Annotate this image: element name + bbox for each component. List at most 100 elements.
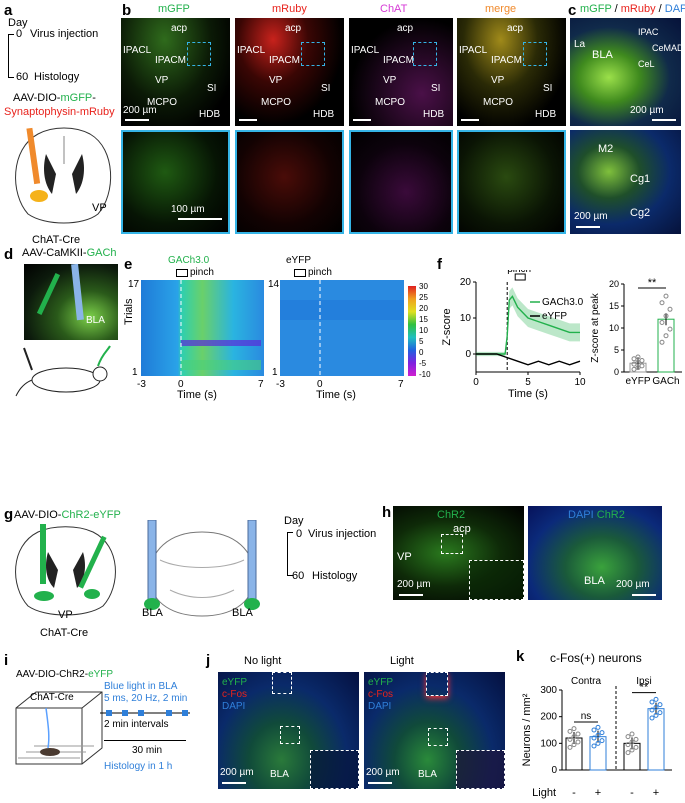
data-point <box>635 365 641 371</box>
y-tick-label: 10 <box>609 323 619 333</box>
panel-letter-c: c <box>568 2 577 19</box>
data-point <box>571 726 577 732</box>
y-tick-label: 0 <box>465 349 471 360</box>
pinch-marker <box>514 273 526 281</box>
data-point <box>595 732 601 738</box>
colorbar <box>408 286 416 376</box>
region-label-vp-a: VP <box>92 202 107 214</box>
pinch-label-left: pinch <box>190 267 214 278</box>
y-axis-label: Z-score <box>441 308 453 345</box>
panel-letter-e: e <box>124 256 133 273</box>
channel-title-chat: ChAT <box>380 3 408 15</box>
panel-letter-d: d <box>4 246 14 263</box>
region-label-bla-g-right: BLA <box>232 607 253 619</box>
micrograph-chat-zoom <box>349 130 453 234</box>
x-tick-label: 0 <box>473 377 479 388</box>
data-point <box>635 354 641 360</box>
heatmap-right-title: eYFP <box>286 255 312 266</box>
arena-schematic <box>15 691 103 765</box>
timeline-g-virus-injection: Virus injection <box>308 528 377 540</box>
heatmap-left-xtick-2: 7 <box>258 379 264 390</box>
timeline-g-histology: Histology <box>312 570 358 582</box>
bar <box>657 318 675 373</box>
data-point <box>571 742 577 748</box>
y-axis-label: Neurons / mm² <box>521 693 533 766</box>
colorbar-tick: -5 <box>419 359 427 368</box>
x-tick-label: 5 <box>525 377 531 388</box>
data-point <box>591 743 597 749</box>
heatmap-right-xtick-1: 0 <box>317 379 323 390</box>
data-point <box>595 740 601 746</box>
data-point <box>567 736 573 742</box>
mouse-line-i: ChAT-Cre <box>30 692 74 703</box>
colorbar-tick: 15 <box>419 315 428 324</box>
panel-letter-h: h <box>382 504 392 521</box>
micrograph-bla-overview: La BLA IPAC CeMAD CeL 200 µm <box>570 18 681 126</box>
mouse-schematic-d <box>15 345 111 397</box>
heatmap-right-bottom-trial: 1 <box>272 367 278 378</box>
panel-letter-i: i <box>4 652 9 669</box>
y-tick-label: 10 <box>460 313 472 324</box>
data-point <box>663 333 669 339</box>
series-line-eyfp <box>476 353 581 366</box>
micrograph-chat-overview: acp IPACL IPACM VP SI MCPO HDB <box>349 18 453 126</box>
virus-construct-g: AAV-DIO-ChR2-eYFP <box>14 509 121 521</box>
colorbar-tick: 20 <box>419 304 428 313</box>
data-point <box>629 731 635 737</box>
brain-schematic-g-posterior <box>144 520 260 617</box>
micrograph-mgfp-zoom: 100 µm <box>121 130 230 234</box>
data-point <box>653 712 659 718</box>
ns-label: ns <box>581 711 592 722</box>
brain-schematic-a <box>15 127 112 224</box>
data-point <box>625 742 631 748</box>
channel-title-mgfp: mGFP <box>158 3 190 15</box>
micrograph-fiber-placement: BLA <box>24 264 118 340</box>
data-point <box>625 734 631 740</box>
y-tick-label: 20 <box>460 277 472 288</box>
channel-title-mruby: mRuby <box>272 3 307 15</box>
y-tick-label: 100 <box>540 738 557 749</box>
y-axis-label: Z-score at peak <box>590 292 601 362</box>
heatmap-gach <box>141 280 264 376</box>
data-point <box>567 744 573 750</box>
data-point <box>591 727 597 733</box>
colorbar-tick: 0 <box>419 348 424 357</box>
data-point <box>591 735 597 741</box>
heatmap-left-top-trial: 17 <box>128 279 140 290</box>
virus-synaptophysin: Synaptophysin-mRuby <box>4 106 115 118</box>
legend-label-gach: GACh3.0 <box>542 297 584 308</box>
heatmap-ylabel: Trials <box>123 298 135 325</box>
y-tick-label: 0 <box>551 765 557 776</box>
colorbar-tick: 30 <box>419 282 428 291</box>
data-point <box>635 359 641 365</box>
timeline-g-day-60: 60 <box>292 570 305 582</box>
bar-chart-f: 20 15 10 5 0 Z-score at peak eYFP GACh ** <box>590 277 682 387</box>
micrograph-no-light: eYFP c-Fos DAPI BLA 200 µm <box>218 672 359 789</box>
data-point <box>631 361 637 367</box>
panel-letter-a: a <box>4 2 13 19</box>
brain-schematic-g-coronal <box>15 524 116 616</box>
colorbar-tick: -10 <box>419 370 431 379</box>
panel-letter-j: j <box>206 652 211 669</box>
data-point <box>659 339 665 345</box>
light-condition: - <box>630 787 634 799</box>
data-point <box>595 724 601 730</box>
data-point <box>633 744 639 750</box>
micrograph-mruby-zoom <box>235 130 344 234</box>
micrograph-mruby-overview: acp IPACL IPACM VP SI MCPO HDB <box>235 18 344 126</box>
heatmap-right-top-trial: 14 <box>268 279 280 290</box>
protocol-line-1: Blue light in BLA <box>104 681 178 692</box>
duration-label: 30 min <box>132 745 163 756</box>
timeline-virus-injection: Virus injection <box>30 28 99 40</box>
protocol-line-2: 5 ms, 20 Hz, 2 min <box>104 693 188 704</box>
micrograph-merge-zoom <box>457 130 566 234</box>
histology-label-i: Histology in 1 h <box>104 761 173 772</box>
panel-letter-k: k <box>516 648 525 665</box>
timeline-g-day: Day <box>284 515 304 527</box>
condition-no-light: No light <box>244 655 282 667</box>
panel-letter-f: f <box>437 256 442 273</box>
colorbar-tick: 25 <box>419 293 428 302</box>
panel-letter-g: g <box>4 506 14 523</box>
panel-letter-b: b <box>122 2 132 19</box>
mouse-line-g: ChAT-Cre <box>40 627 89 639</box>
